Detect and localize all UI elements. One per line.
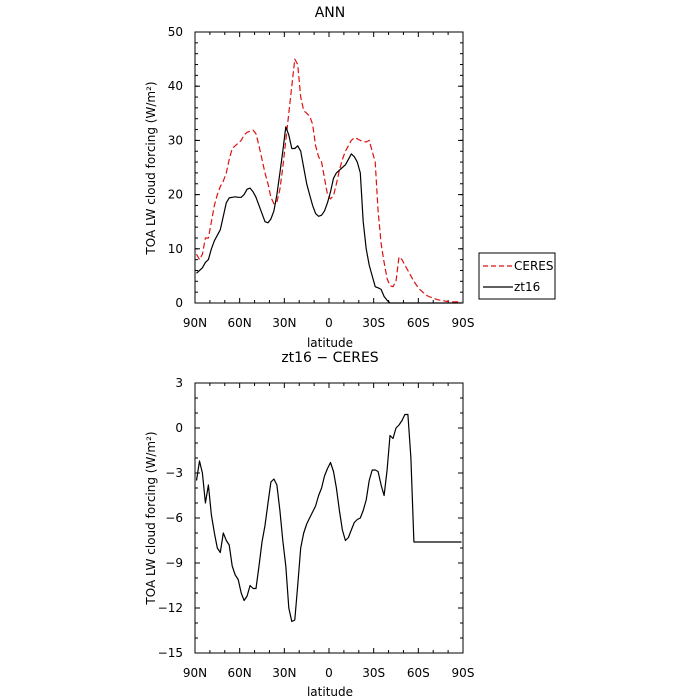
y-tick-label: 30	[168, 133, 183, 147]
legend: CERES zt16	[478, 252, 556, 300]
x-tick-label: 30S	[362, 666, 385, 680]
chart-title: ANN	[315, 5, 346, 21]
series-line-zt16	[196, 126, 462, 304]
y-tick-label: 10	[168, 242, 183, 256]
x-tick-label: 0	[325, 316, 333, 330]
x-axis-label: latitude	[307, 336, 353, 350]
y-tick-label: 20	[168, 188, 183, 202]
series-line-difference	[195, 413, 462, 623]
y-tick-label: 3	[175, 376, 183, 390]
x-tick-label: 30N	[272, 316, 296, 330]
panel-difference: zt16 − CERES TOA LW cloud forcing (W/m²)…	[144, 350, 474, 699]
y-tick-label: 0	[175, 421, 183, 435]
axis-ticks: 90N 60N 30N 0 30S 60S 90S 0 10 20 30 40 50	[168, 25, 475, 330]
panel-annual-mean: ANN TOA LW cloud forcing (W/m²) latitude…	[144, 5, 474, 350]
series-line-ceres	[195, 58, 462, 303]
legend-label-zt16: zt16	[514, 280, 540, 294]
legend-box	[478, 252, 556, 300]
y-tick-label: −15	[158, 646, 183, 660]
plot-frame	[194, 31, 464, 304]
axis-ticks: 90N 60N 30N 0 30S 60S 90S −15 −12 −9 −6 −3 0 3	[158, 376, 475, 680]
y-axis-label: TOA LW cloud forcing (W/m²)	[144, 431, 158, 605]
legend-label-ceres: CERES	[514, 259, 554, 273]
x-tick-label: 60N	[228, 666, 252, 680]
x-tick-label: 90N	[183, 316, 207, 330]
x-tick-label: 90S	[452, 666, 475, 680]
plot-lines	[195, 413, 462, 623]
plot-frame	[194, 382, 464, 654]
plot-lines	[195, 58, 462, 304]
x-tick-label: 60N	[228, 316, 252, 330]
chart-title: zt16 − CERES	[281, 350, 378, 366]
x-tick-label: 90S	[452, 316, 475, 330]
y-tick-label: −9	[165, 556, 183, 570]
y-tick-label: −3	[165, 466, 183, 480]
y-tick-label: −12	[158, 601, 183, 615]
x-axis-label: latitude	[307, 685, 353, 699]
x-tick-label: 60S	[407, 666, 430, 680]
y-tick-label: 40	[168, 79, 183, 93]
x-tick-label: 60S	[407, 316, 430, 330]
x-tick-label: 90N	[183, 666, 207, 680]
y-axis-label: TOA LW cloud forcing (W/m²)	[144, 81, 158, 255]
x-tick-label: 30N	[272, 666, 296, 680]
x-tick-label: 30S	[362, 316, 385, 330]
y-tick-label: 0	[175, 296, 183, 310]
x-tick-label: 0	[325, 666, 333, 680]
y-tick-label: −6	[165, 511, 183, 525]
y-tick-label: 50	[168, 25, 183, 39]
